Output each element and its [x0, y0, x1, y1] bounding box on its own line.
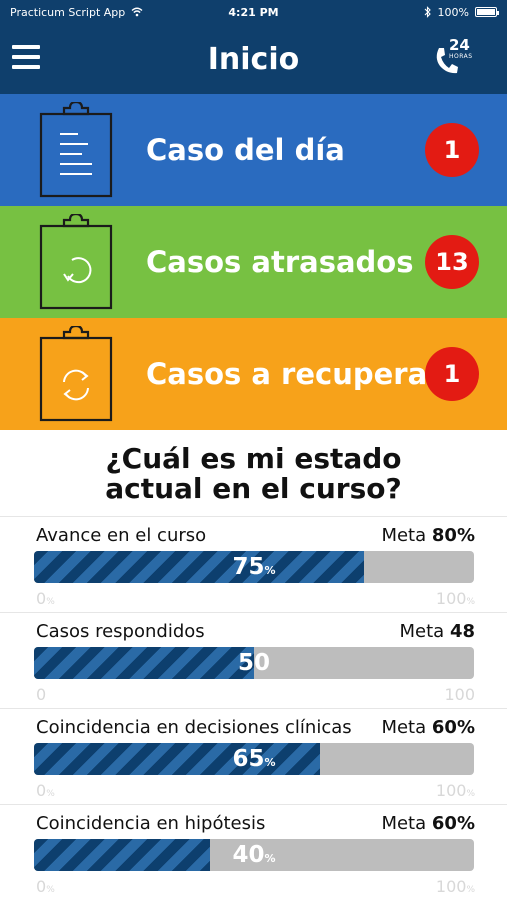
scale-max-unit: %: [466, 885, 475, 895]
scale-max: 100: [444, 685, 475, 704]
scale-min-unit: %: [46, 789, 55, 799]
page-title: Inicio: [207, 41, 300, 77]
metric-label: Casos respondidos: [36, 621, 205, 642]
case-label: Casos a recuperar: [146, 357, 442, 391]
goal-value: 80: [431, 525, 457, 546]
scale-max-value: 100: [435, 589, 467, 608]
progress-value: 40%: [34, 839, 474, 871]
scale-max-value: 100: [435, 781, 467, 800]
clipboard-list-icon: [39, 102, 113, 198]
carrier-name: Practicum Script App: [10, 5, 126, 19]
status-bar: Practicum Script App 4:21 PM 100%: [0, 0, 507, 24]
metric-goal: Meta 48: [400, 621, 476, 642]
case-count-badge: 1: [425, 347, 479, 401]
hamburger-icon-line: [12, 65, 40, 69]
goal-prefix: Meta: [381, 717, 427, 738]
scale-min-value: 0: [36, 781, 47, 800]
progress-question-text: ¿Cuál es mi estado actual en el curso?: [105, 442, 402, 505]
goal-unit: %: [456, 717, 475, 738]
hamburger-icon-line: [12, 55, 40, 59]
progress-value-number: 50: [237, 650, 270, 676]
menu-button[interactable]: [12, 45, 40, 69]
metric-goal: Meta 60%: [381, 813, 475, 834]
case-label: Casos atrasados: [146, 245, 414, 279]
progress-bar: 40%: [34, 839, 474, 871]
wifi-icon: [131, 7, 143, 17]
scale-min-unit: %: [46, 597, 55, 607]
hamburger-icon: [12, 45, 40, 49]
scale-max-value: 100: [444, 685, 475, 704]
metric-label: Avance en el curso: [36, 525, 207, 546]
goal-value: 60: [431, 813, 457, 834]
goal-unit: %: [456, 525, 475, 546]
goal-value: 60: [431, 717, 457, 738]
battery-percent: 100%: [437, 5, 469, 19]
scale-min-value: 0: [36, 685, 47, 704]
case-card-caso-del-dia[interactable]: Caso del día 1: [0, 94, 507, 206]
case-label: Caso del día: [146, 133, 345, 167]
metric-row: Coincidencia en hipótesis Meta 60% 40% 0…: [0, 804, 507, 900]
scale-min-value: 0: [36, 589, 47, 608]
clipboard-refresh-icon: [39, 214, 113, 310]
goal-unit: %: [456, 813, 475, 834]
progress-bar-fill: [34, 647, 254, 679]
phone-badge-number: 24: [449, 36, 470, 54]
progress-bar-fill: [34, 551, 364, 583]
metric-row: Coincidencia en decisiones clínicas Meta…: [0, 708, 507, 804]
case-count-badge: 1: [425, 123, 479, 177]
scale-min: 0%: [36, 877, 55, 896]
scale-max-unit: %: [466, 597, 475, 607]
progress-value: 75%: [34, 551, 474, 583]
metric-label: Coincidencia en hipótesis: [36, 813, 266, 834]
phone-badge-text: HORAS: [449, 53, 473, 60]
phone-24h-button[interactable]: 24 HORAS: [433, 36, 477, 80]
scale-max: 100%: [436, 781, 475, 800]
scale-max: 100%: [436, 589, 475, 608]
metric-goal: Meta 80%: [381, 525, 475, 546]
scale-max-unit: %: [466, 789, 475, 799]
goal-prefix: Meta: [381, 813, 427, 834]
scale-max: 100%: [436, 877, 475, 896]
progress-bar-fill: [34, 743, 320, 775]
goal-prefix: Meta: [399, 621, 445, 642]
goal-value: 48: [449, 621, 475, 642]
progress-value-number: 40: [232, 842, 265, 868]
metric-goal: Meta 60%: [381, 717, 475, 738]
bluetooth-icon: [424, 6, 431, 18]
progress-value: 65%: [34, 743, 474, 775]
progress-value-unit: %: [264, 564, 276, 577]
progress-bar: 50: [34, 647, 474, 679]
scale-min-value: 0: [36, 877, 47, 896]
clipboard-sync-icon: [39, 326, 113, 422]
case-count-badge: 13: [425, 235, 479, 289]
metric-row: Avance en el curso Meta 80% 75% 0% 100%: [0, 516, 507, 612]
progress-value-unit: %: [264, 852, 276, 865]
progress-question: ¿Cuál es mi estado actual en el curso?: [0, 444, 507, 504]
battery-icon: [475, 7, 499, 17]
nav-bar: Inicio 24 HORAS: [0, 24, 507, 94]
progress-value: 50: [34, 647, 474, 679]
progress-value-unit: %: [264, 756, 276, 769]
progress-bar-fill: [34, 839, 210, 871]
scale-min: 0%: [36, 781, 55, 800]
scale-max-value: 100: [435, 877, 467, 896]
scale-min-unit: %: [46, 885, 55, 895]
metric-label: Coincidencia en decisiones clínicas: [36, 717, 352, 738]
metric-row: Casos respondidos Meta 48 50 0 100: [0, 612, 507, 708]
case-card-casos-atrasados[interactable]: Casos atrasados 13: [0, 206, 507, 318]
case-card-casos-a-recuperar[interactable]: Casos a recuperar 1: [0, 318, 507, 430]
progress-value-number: 75: [232, 554, 265, 580]
goal-prefix: Meta: [381, 525, 427, 546]
status-left: Practicum Script App: [10, 6, 143, 19]
scale-min: 0: [36, 685, 46, 704]
scale-min: 0%: [36, 589, 55, 608]
status-right: 100%: [424, 5, 499, 19]
progress-bar: 75%: [34, 551, 474, 583]
progress-value-number: 65: [232, 746, 265, 772]
progress-bar: 65%: [34, 743, 474, 775]
phone-icon: [436, 48, 458, 74]
